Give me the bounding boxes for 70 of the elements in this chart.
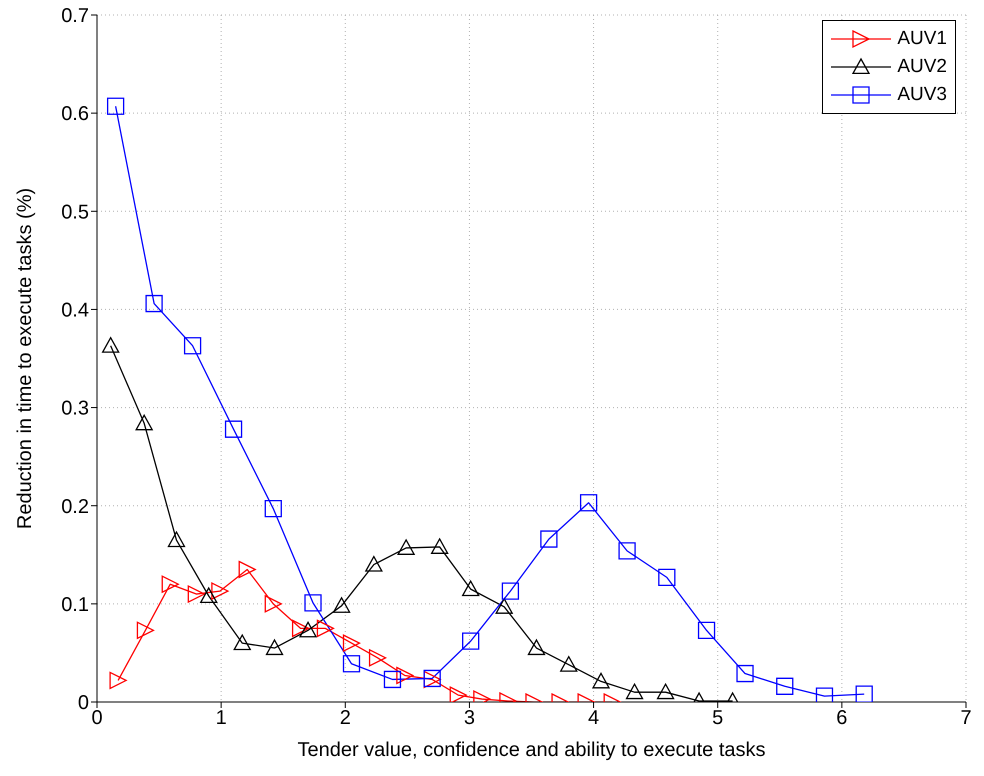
point bbox=[102, 337, 120, 353]
point bbox=[109, 672, 127, 690]
point bbox=[332, 597, 350, 613]
point bbox=[106, 98, 124, 115]
point bbox=[462, 632, 480, 650]
point bbox=[365, 556, 382, 572]
x-tick-label: 2 bbox=[340, 707, 351, 730]
y-axis-title: Reduction in time to execute tasks (%) bbox=[14, 188, 36, 530]
point bbox=[396, 666, 414, 684]
point bbox=[224, 420, 242, 438]
point bbox=[292, 620, 310, 638]
point bbox=[776, 678, 794, 695]
point bbox=[618, 542, 636, 560]
x-tick-label: 3 bbox=[464, 707, 475, 730]
point bbox=[266, 639, 284, 656]
point bbox=[234, 634, 251, 650]
point bbox=[384, 670, 402, 688]
y-tick-label: 0.2 bbox=[61, 496, 89, 518]
point bbox=[299, 622, 317, 638]
point bbox=[592, 672, 610, 688]
x-tick-label: 1 bbox=[216, 707, 227, 730]
point bbox=[462, 580, 480, 596]
point bbox=[430, 538, 448, 554]
x-tick-label: 4 bbox=[588, 707, 600, 730]
point bbox=[200, 587, 218, 604]
point bbox=[145, 294, 163, 312]
point bbox=[856, 686, 873, 702]
point bbox=[238, 560, 256, 578]
y-tick-label: 0 bbox=[78, 692, 89, 714]
point bbox=[496, 598, 513, 614]
point bbox=[502, 582, 520, 600]
legend-label: AUV1 bbox=[897, 28, 947, 50]
point bbox=[368, 649, 386, 666]
point bbox=[560, 656, 578, 672]
point bbox=[698, 622, 716, 640]
point bbox=[162, 576, 179, 593]
point bbox=[342, 655, 360, 672]
point bbox=[397, 539, 415, 555]
x-tick-label: 7 bbox=[960, 707, 972, 730]
y-tick-label: 0.5 bbox=[61, 201, 89, 224]
point bbox=[342, 634, 360, 652]
point bbox=[211, 582, 229, 600]
x-axis-title: Tender value, confidence and ability to execute tasks bbox=[297, 739, 766, 761]
x-tick-label: 5 bbox=[712, 707, 724, 730]
point bbox=[656, 684, 674, 700]
point bbox=[136, 622, 154, 640]
point bbox=[528, 639, 546, 656]
point bbox=[580, 494, 598, 512]
point bbox=[626, 684, 644, 700]
point bbox=[304, 594, 322, 612]
x-tick-label: 0 bbox=[91, 707, 103, 730]
point bbox=[540, 530, 558, 548]
y-tick-label: 0.6 bbox=[61, 103, 89, 126]
y-tick-label: 0.4 bbox=[61, 300, 89, 322]
y-tick-label: 0.7 bbox=[61, 5, 89, 28]
legend-label: AUV2 bbox=[897, 56, 947, 78]
point bbox=[188, 585, 205, 603]
x-tick-label: 6 bbox=[836, 707, 848, 730]
point bbox=[316, 620, 334, 638]
point bbox=[136, 414, 153, 430]
point bbox=[264, 500, 282, 518]
y-tick-label: 0.3 bbox=[61, 398, 89, 420]
point bbox=[168, 531, 186, 548]
y-tick-label: 0.1 bbox=[61, 594, 89, 616]
legend-label: AUV3 bbox=[897, 84, 947, 106]
point bbox=[736, 664, 754, 682]
point bbox=[450, 686, 467, 702]
point bbox=[184, 337, 202, 354]
point bbox=[264, 595, 282, 613]
point bbox=[658, 568, 676, 586]
